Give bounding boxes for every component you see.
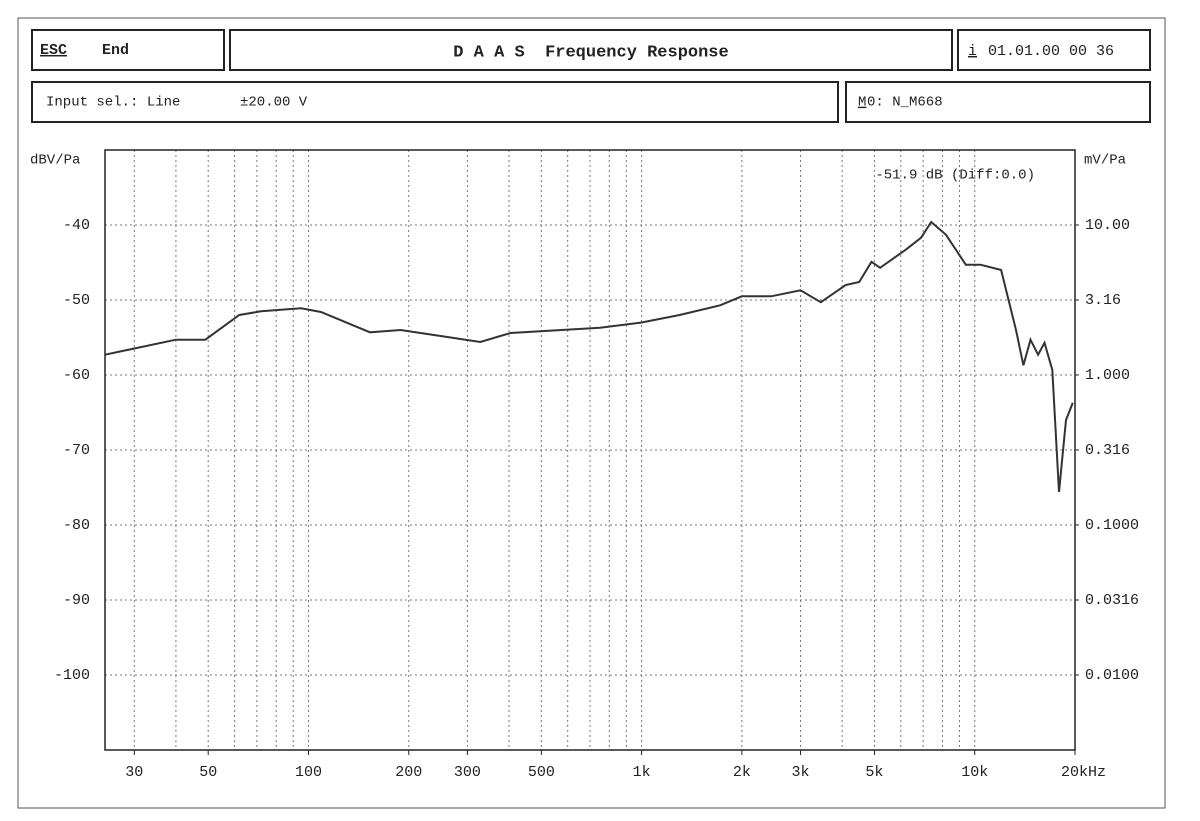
title-box: [229, 29, 953, 71]
y-tick-label: -100: [54, 667, 90, 684]
info-key: i: [968, 43, 977, 60]
x-tick-label: 1k: [633, 764, 651, 781]
input-box: [31, 81, 839, 123]
memory-key: M: [858, 95, 866, 111]
x-tick-label: 300: [454, 764, 481, 781]
x-tick-label: 3k: [792, 764, 810, 781]
memory-box: [845, 81, 1151, 123]
y-tick-label: -40: [63, 217, 90, 234]
title: D A A S Frequency Response: [453, 43, 728, 62]
y2-tick-label: 1.000: [1085, 367, 1130, 384]
y-axis-label: dBV/Pa: [30, 153, 80, 169]
annotation: -51.9 dB (Diff:0.0): [875, 168, 1035, 184]
frame: [17, 17, 1166, 809]
y-tick-label: -60: [63, 367, 90, 384]
x-tick-label: 30: [125, 764, 143, 781]
range: ±20.00 V: [240, 95, 308, 111]
y2-tick-label: 0.316: [1085, 442, 1130, 459]
x-tick-label: 50: [199, 764, 217, 781]
plot-border: [104, 149, 1076, 751]
y-tick-label: -50: [63, 292, 90, 309]
y2-tick-label: 0.1000: [1085, 517, 1139, 534]
y-tick-label: -80: [63, 517, 90, 534]
info-box[interactable]: [957, 29, 1151, 71]
y2-tick-label: 0.0316: [1085, 592, 1139, 609]
y2-tick-label: 0.0100: [1085, 667, 1139, 684]
esc-action: End: [102, 42, 129, 59]
x-tick-label: 20kHz: [1061, 764, 1106, 781]
x-tick-label: 500: [528, 764, 555, 781]
response-curve: [104, 220, 1074, 493]
esc-button[interactable]: [31, 29, 225, 71]
x-tick-label: 100: [295, 764, 322, 781]
y2-tick-label: 3.16: [1085, 292, 1121, 309]
input-sel: Input sel.: Line: [46, 95, 180, 111]
x-tick-label: 5k: [865, 764, 883, 781]
y2-axis-label: mV/Pa: [1084, 153, 1126, 169]
memory: 0: N_M668: [867, 95, 943, 111]
x-tick-label: 10k: [961, 764, 988, 781]
y-tick-label: -90: [63, 592, 90, 609]
datetime: 01.01.00 00 36: [988, 43, 1114, 60]
esc-key: ESC: [40, 42, 67, 59]
x-tick-label: 200: [395, 764, 422, 781]
x-tick-label: 2k: [733, 764, 751, 781]
y2-tick-label: 10.00: [1085, 217, 1130, 234]
y-tick-label: -70: [63, 442, 90, 459]
